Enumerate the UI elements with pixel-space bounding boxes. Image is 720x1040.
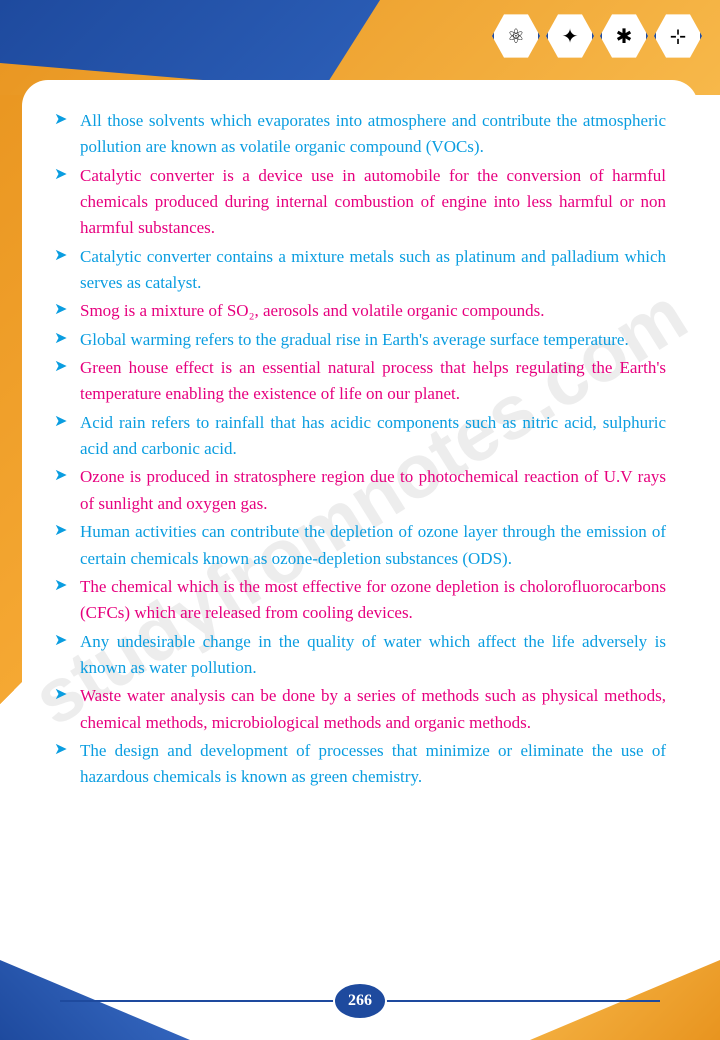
- structure-icon: ⊹: [654, 12, 702, 60]
- list-item: Green house effect is an essential natur…: [54, 355, 666, 408]
- list-item: Catalytic converter contains a mixture m…: [54, 244, 666, 297]
- atom-icon: ✦: [546, 12, 594, 60]
- list-item: Human activities can contribute the depl…: [54, 519, 666, 572]
- bullet-list: All those solvents which evaporates into…: [54, 108, 666, 791]
- list-item: All those solvents which evaporates into…: [54, 108, 666, 161]
- list-item: Catalytic converter is a device use in a…: [54, 163, 666, 242]
- list-item: Waste water analysis can be done by a se…: [54, 683, 666, 736]
- header-icons: ⚛ ✦ ✱ ⊹: [492, 12, 702, 60]
- list-item: Acid rain refers to rainfall that has ac…: [54, 410, 666, 463]
- list-item: Smog is a mixture of SO₂, aerosols and v…: [54, 298, 666, 324]
- list-item: Global warming refers to the gradual ris…: [54, 327, 666, 353]
- list-item: Ozone is produced in stratosphere region…: [54, 464, 666, 517]
- network-icon: ✱: [600, 12, 648, 60]
- list-item: The chemical which is the most effective…: [54, 574, 666, 627]
- list-item: The design and development of processes …: [54, 738, 666, 791]
- page-number-badge: 266: [333, 982, 387, 1020]
- molecule-icon: ⚛: [492, 12, 540, 60]
- content-card: studyfromnotes.com All those solvents wh…: [22, 80, 698, 970]
- list-item: Any undesirable change in the quality of…: [54, 629, 666, 682]
